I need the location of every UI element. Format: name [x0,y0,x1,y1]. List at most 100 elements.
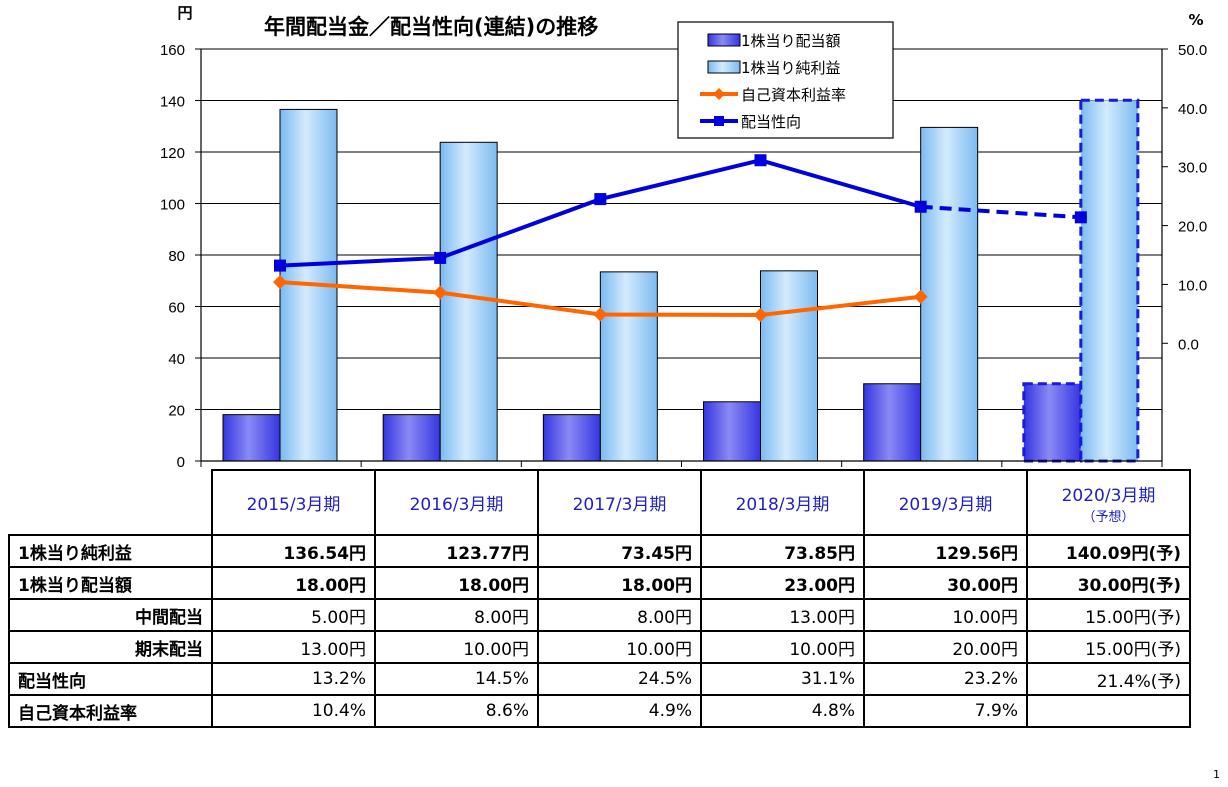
column-header-label: 2017/3月期 [572,495,667,515]
legend-label: 1株当り配当額 [741,32,841,50]
dividend-bar [1022,382,1083,463]
table-cell: 14.5% [374,662,539,696]
row-label: 自己資本利益率 [8,694,213,728]
table-row: 1株当り配当額 18.00円 18.00円 18.00円 23.00円 30.00円 30.… [8,566,1191,600]
left-tick-label: 0 [177,454,185,470]
table-row: 期末配当 13.00円 10.00円 10.00円 10.00円 20.00円 15.00円… [8,630,1191,664]
dividend-bar [703,401,761,462]
left-tick-label: 40 [168,351,185,368]
left-axis-unit: 円 [177,4,192,22]
lines-group [273,154,1087,323]
table-cell: 7.9% [863,694,1028,728]
legend-marker-payout [714,116,724,126]
table-cell: 15.00円(予) [1026,630,1191,664]
page-number: 1 [1213,768,1220,781]
right-tick-label: 50.0 [1178,42,1207,59]
table-cell: 15.00円(予) [1026,598,1191,632]
table-cell: 18.00円 [211,566,376,600]
roe-point [593,307,608,322]
table-cell: 30.00円(予) [1026,566,1191,600]
table-cell: 8.6% [374,694,539,728]
roe-point [913,289,928,304]
right-tick-label: 0.0 [1178,336,1199,353]
table-cell: 10.4% [211,694,376,728]
table-cell: 10.00円 [374,630,539,664]
table-cell: 13.00円 [211,630,376,664]
table-cell: 13.00円 [700,598,865,632]
legend-swatch-dividend [707,33,741,47]
table-cell: 18.00円 [374,566,539,600]
left-tick-label: 100 [160,197,185,214]
right-tick-label: 20.0 [1178,219,1207,236]
table-cell: 18.00円 [537,566,702,600]
chart-svg: 0 20 40 60 80 100 120 140 160 0.0 10.0 20.0 30.0 40.0… [160,4,1207,470]
row-label: 中間配当 [8,598,213,632]
left-tick-label: 160 [160,42,185,59]
eps-bar [920,126,979,462]
legend-marker-roe [713,88,725,100]
eps-bar [599,271,658,462]
left-tick-label: 20 [168,403,185,420]
payout-point [274,259,286,272]
table-cell: 13.2% [211,662,376,696]
table-cell: 123.77円 [374,534,539,568]
column-header-label: 2015/3月期 [246,495,341,515]
table-row: 1株当り純利益 136.54円 123.77円 73.45円 73.85円 129.56円… [8,534,1191,568]
table-cell: 30.00円 [863,566,1028,600]
row-label: 配当性向 [8,662,213,696]
table-cell [1026,694,1191,728]
table-cell: 21.4%(予) [1026,662,1191,696]
table-column-header: 2018/3月期 [700,469,865,536]
payout-point [754,154,767,167]
column-header-label: 2020/3月期 [1061,485,1156,506]
payout-point [594,193,607,206]
eps-bar [760,270,818,462]
bars-group [222,98,1140,463]
column-header-label: 2018/3月期 [735,495,830,515]
table-column-header: 2019/3月期 [863,469,1028,536]
table-cell: 5.00円 [211,598,376,632]
table-row: 配当性向 13.2% 14.5% 24.5% 31.1% 23.2% 21.4%(予) [8,662,1191,696]
payout-line-forecast [920,204,1081,220]
axes-group: 0 20 40 60 80 100 120 140 160 0.0 10.0 20.0 30.0 40.0… [160,42,1207,470]
roe-point [433,285,448,300]
table-cell: 73.85円 [700,534,865,568]
legend-label: 自己資本利益率 [741,86,846,104]
column-header-label: 2016/3月期 [409,495,504,515]
left-tick-label: 120 [160,145,185,162]
dividend-bar [382,414,441,462]
payout-line [279,158,922,268]
right-axis-unit: % [1188,11,1203,29]
left-tick-label: 80 [168,248,185,265]
table-cell: 20.00円 [863,630,1028,664]
legend-swatch-eps [707,60,741,74]
payout-point [434,251,447,264]
table-cell: 23.00円 [700,566,865,600]
table-header-row: 2015/3月期 2016/3月期 2017/3月期 2018/3月期 2019/3月期… [9,469,1191,536]
dividend-bar [222,414,281,462]
data-table: 2015/3月期 2016/3月期 2017/3月期 2018/3月期 2019/3月期… [8,469,1191,728]
payout-point [914,200,927,213]
grid-lines [201,48,1162,410]
table-column-header: 2017/3月期 [537,469,702,536]
eps-bar [439,141,498,462]
table-cell: 8.00円 [537,598,702,632]
table-cell: 73.45円 [537,534,702,568]
table-cell: 136.54円 [211,534,376,568]
table-cell: 140.09円(予) [1026,534,1191,568]
row-label: 1株当り純利益 [8,534,213,568]
column-header-label: 2019/3月期 [898,495,993,515]
right-tick-label: 40.0 [1178,101,1207,118]
table-row: 中間配当 5.00円 8.00円 8.00円 13.00円 10.00円 15.00円(予) [8,598,1191,632]
left-tick-label: 140 [160,94,185,111]
eps-bar [1079,98,1140,463]
payout-point [1074,211,1087,224]
table-cell: 10.00円 [537,630,702,664]
legend-label: 1株当り純利益 [741,59,841,77]
table-row: 自己資本利益率 10.4% 8.6% 4.9% 4.8% 7.9% [8,694,1191,728]
right-tick-label: 10.0 [1178,277,1207,294]
table-corner [9,470,213,536]
table-cell: 10.00円 [863,598,1028,632]
roe-point [273,275,287,290]
